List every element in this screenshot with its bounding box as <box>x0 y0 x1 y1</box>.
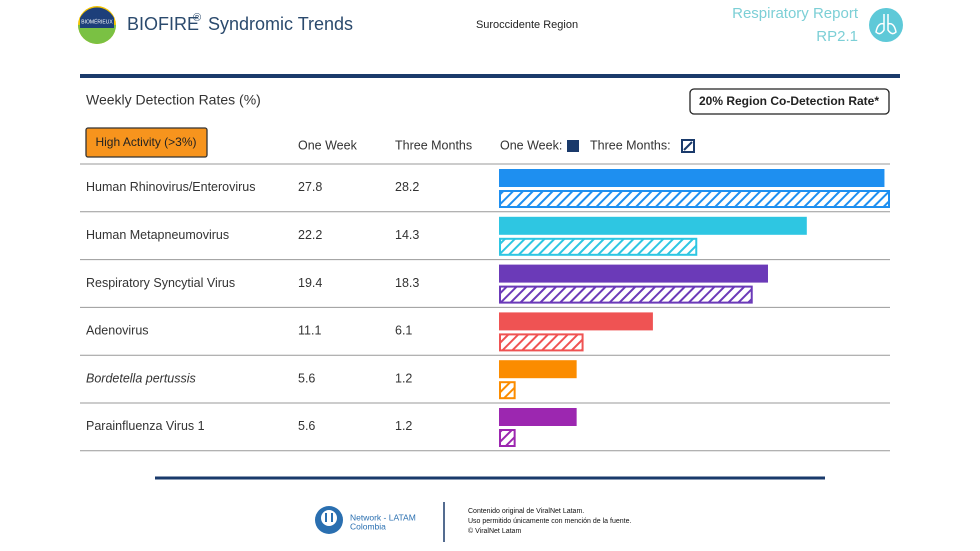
footer-note: Contenido original de ViralNet Latam. <box>468 508 584 515</box>
value-label: 5.6 <box>298 371 315 385</box>
value-label: 22.2 <box>298 228 322 242</box>
category-label: Human Rhinovirus/Enterovirus <box>86 180 256 194</box>
brand-mark: ® <box>193 12 201 24</box>
badge: 20% Region Co-Detection Rate* <box>699 94 879 108</box>
lungs-icon <box>869 8 903 42</box>
report: Respiratory Report <box>732 5 859 22</box>
value-label: 5.6 <box>298 419 315 433</box>
value-label: 11.1 <box>298 324 321 338</box>
value-label: 27.8 <box>298 180 322 194</box>
legend-swatch <box>681 139 695 153</box>
activity-box <box>85 127 208 158</box>
value-label: 14.3 <box>395 228 419 242</box>
value-label: 19.4 <box>298 276 322 290</box>
value-label: 1.2 <box>395 371 412 385</box>
category-label: Adenovirus <box>86 324 149 338</box>
logo-text: BIOMÉRIEUX <box>81 18 113 25</box>
region: Suroccidente Region <box>476 19 578 31</box>
footer-note: © ViralNet Latam <box>468 527 521 535</box>
legend-swatch <box>567 140 579 152</box>
bar <box>499 216 807 235</box>
bar <box>499 237 698 256</box>
bar <box>499 429 516 447</box>
footer-note: Uso permitido únicamente con mención de … <box>468 518 631 525</box>
bar <box>499 312 653 331</box>
brand: BIOFIRE <box>127 14 199 34</box>
category-label: Parainfluenza Virus 1 <box>86 419 205 433</box>
badge-box <box>689 88 890 115</box>
country: Colombia <box>350 521 386 531</box>
bar <box>499 360 577 379</box>
value-label: 28.2 <box>395 180 419 194</box>
value-label: 6.1 <box>395 324 412 338</box>
legend-label: Three Months: <box>590 138 671 152</box>
column-header: Three Months <box>395 138 472 152</box>
bar <box>499 264 768 283</box>
bar <box>499 190 890 208</box>
column-header: One Week <box>298 138 358 152</box>
chart-title: Weekly Detection Rates (%) <box>86 92 261 108</box>
legend-label: One Week: <box>500 138 562 152</box>
report-code: RP2.1 <box>816 28 858 45</box>
network: Network - LATAM <box>350 512 416 522</box>
bar <box>499 285 753 304</box>
value-label: 18.3 <box>395 276 419 290</box>
bar <box>499 169 885 187</box>
bar <box>499 333 584 352</box>
category-label: Respiratory Syncytial Virus <box>86 276 235 290</box>
header-title: Syndromic Trends <box>208 14 353 34</box>
activity-label: High Activity (>3%) <box>95 135 196 149</box>
network-logo <box>315 506 343 534</box>
category-label: Bordetella pertussis <box>86 371 196 385</box>
bar <box>499 408 577 426</box>
category-label: Human Metapneumovirus <box>86 228 229 242</box>
bar <box>499 381 516 400</box>
logo <box>78 6 116 44</box>
value-label: 1.2 <box>395 419 412 433</box>
